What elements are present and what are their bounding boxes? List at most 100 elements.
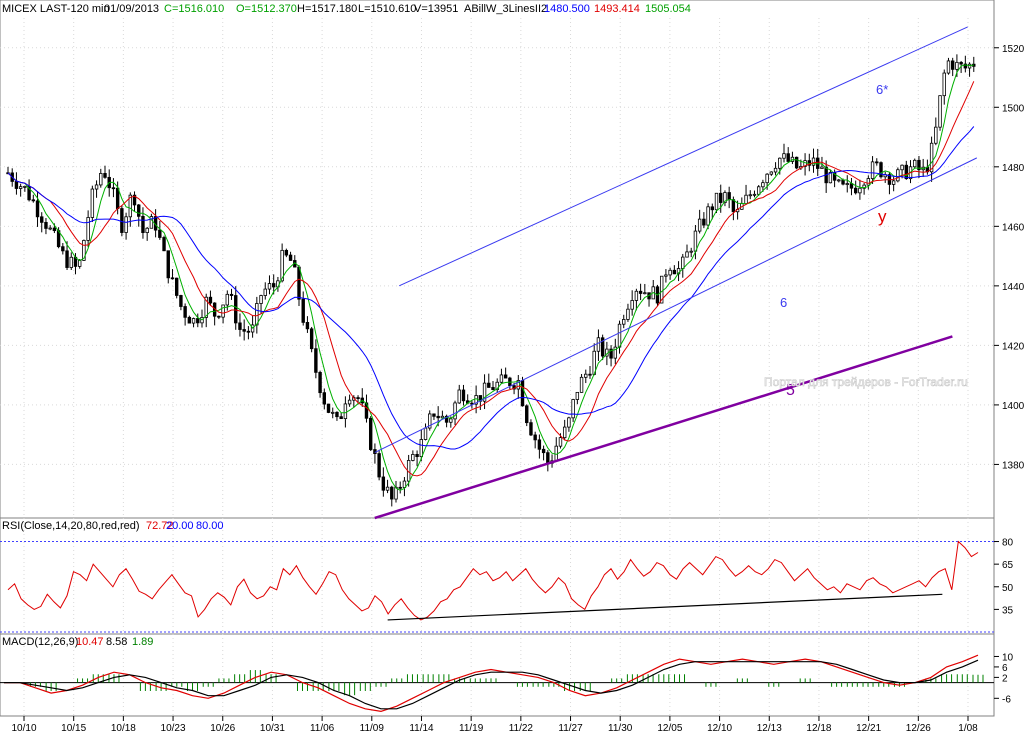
candle-body — [141, 215, 145, 233]
candle-body — [689, 250, 693, 253]
candle-body — [773, 167, 778, 173]
candle-body — [697, 218, 702, 232]
ma-mid-value: 1493.414 — [594, 3, 640, 15]
candle-body — [238, 322, 242, 330]
candle-body — [866, 178, 871, 186]
candle-body — [86, 217, 90, 241]
candle-body — [756, 186, 761, 195]
candle-body — [929, 142, 934, 173]
candle-body — [432, 413, 436, 417]
rsi-title: RSI(Close,14,20,80,red,red) — [2, 520, 140, 532]
candle-body — [48, 227, 52, 230]
candle-body — [196, 318, 200, 324]
candle-body — [314, 348, 318, 373]
candle-body — [335, 411, 339, 418]
channel-lower-label: 6 — [780, 295, 787, 310]
x-tick-label: 1/08 — [958, 723, 978, 734]
candle-body — [794, 156, 799, 169]
candle-body — [347, 399, 352, 405]
candle-body — [609, 348, 613, 359]
candle-body — [94, 184, 99, 190]
candle-body — [913, 159, 917, 168]
moving-average-line — [7, 126, 975, 450]
candle-body — [727, 192, 731, 201]
candle-body — [111, 187, 116, 190]
candle-body — [803, 160, 807, 167]
candle-body — [529, 422, 533, 436]
rsi-value: 72.72 — [146, 520, 174, 532]
candle-body — [259, 295, 263, 304]
candle-body — [191, 318, 196, 324]
candle-body — [782, 153, 786, 159]
moving-average-line — [7, 64, 974, 491]
wave-label: y — [878, 207, 887, 226]
candle-body — [520, 380, 525, 407]
candle-body — [297, 266, 301, 300]
x-tick-label: 10/31 — [260, 723, 285, 734]
candle-body — [339, 416, 343, 420]
candle-body — [748, 194, 752, 197]
candle-body — [305, 321, 310, 330]
candle-body — [567, 417, 571, 428]
macd-title: MACD(12,26,9) — [2, 636, 78, 648]
candle-body — [381, 476, 386, 491]
x-tick-label: 10/26 — [210, 723, 235, 734]
x-tick-label: 11/30 — [608, 723, 633, 734]
price-panel — [0, 0, 995, 519]
candle-body — [596, 337, 601, 352]
candle-body — [453, 402, 457, 420]
candle-body — [225, 293, 230, 306]
candle-body — [525, 405, 529, 424]
candle-body — [828, 171, 833, 184]
candle-body — [904, 164, 908, 180]
symbol-label: MICEX LAST-120 min — [2, 3, 110, 15]
candle-body — [613, 346, 617, 359]
candle-body — [482, 382, 487, 402]
candle-body — [436, 415, 440, 419]
ma-fast-value: 1505.054 — [645, 3, 691, 15]
price-series — [6, 54, 976, 507]
candle-body — [752, 193, 757, 196]
candle-body — [174, 277, 179, 296]
candle-body — [343, 403, 348, 420]
x-tick-label: 11/27 — [558, 723, 583, 734]
candle-body — [217, 315, 221, 318]
x-tick-label: 12/18 — [806, 723, 831, 734]
candle-body — [870, 161, 875, 179]
candle-body — [664, 274, 668, 277]
candle-body — [963, 63, 968, 69]
candle-body — [934, 126, 938, 144]
candle-body — [61, 246, 65, 252]
candle-body — [368, 417, 373, 450]
grid-lines — [0, 18, 994, 716]
candle-body — [786, 153, 790, 162]
candle-body — [377, 453, 381, 478]
candle-body — [322, 392, 327, 405]
candle-body — [499, 374, 504, 383]
channel-line — [374, 157, 978, 453]
candle-body — [288, 254, 293, 261]
candle-body — [461, 389, 466, 402]
y-tick-label: 1520 — [1002, 44, 1024, 55]
candle-body — [356, 397, 360, 399]
candle-body — [659, 275, 664, 304]
rsi-low-bound: 20.00 — [166, 520, 194, 532]
candle-body — [90, 188, 95, 218]
candle-body — [575, 391, 580, 400]
candle-body — [158, 229, 162, 238]
candle-body — [495, 381, 499, 391]
candle-body — [331, 411, 335, 414]
x-tick-label: 11/22 — [509, 723, 534, 734]
candle-body — [390, 486, 394, 500]
ma-slow-value: 1480.500 — [544, 3, 590, 15]
candle-body — [170, 277, 175, 280]
candle-body — [955, 61, 959, 70]
candle-body — [267, 283, 272, 290]
candle-body — [630, 300, 634, 310]
candle-body — [600, 337, 605, 357]
x-tick-label: 10/15 — [61, 723, 86, 734]
candle-body — [40, 216, 44, 223]
macd-tick-label: 6 — [1002, 663, 1008, 674]
candle-body — [626, 308, 630, 320]
